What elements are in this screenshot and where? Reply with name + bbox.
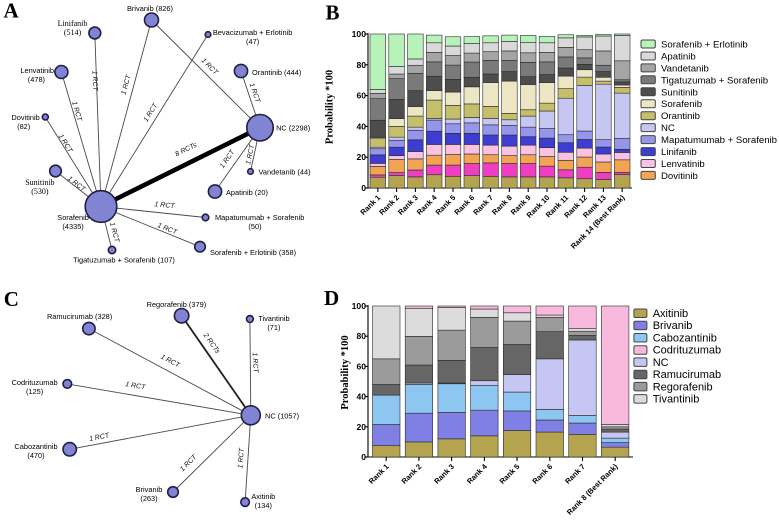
- svg-text:(71): (71): [267, 323, 280, 332]
- svg-text:Probability *100: Probability *100: [340, 335, 351, 409]
- svg-text:(125): (125): [26, 387, 43, 396]
- svg-text:Brivanib (826): Brivanib (826): [127, 4, 173, 13]
- svg-text:20: 20: [356, 422, 366, 432]
- svg-text:1 RCT: 1 RCT: [125, 381, 147, 392]
- svg-text:Linifanib: Linifanib: [661, 147, 697, 158]
- svg-text:Vandetanib (44): Vandetanib (44): [259, 168, 311, 177]
- svg-text:Tigatuzumab + Sorafenib (107): Tigatuzumab + Sorafenib (107): [73, 256, 175, 265]
- svg-text:(134): (134): [255, 501, 272, 510]
- svg-text:(514): (514): [64, 28, 82, 37]
- svg-text:(50): (50): [248, 222, 261, 231]
- svg-text:(478): (478): [28, 75, 45, 84]
- svg-text:Lenvatinib: Lenvatinib: [20, 66, 54, 75]
- svg-text:1 RCT: 1 RCT: [251, 352, 259, 373]
- svg-text:Brivanib: Brivanib: [653, 320, 693, 332]
- svg-text:(530): (530): [31, 187, 49, 196]
- svg-text:80: 80: [356, 331, 366, 341]
- svg-text:0: 0: [361, 452, 366, 462]
- svg-text:Apatinib: Apatinib: [661, 52, 696, 63]
- svg-text:D: D: [324, 286, 339, 310]
- svg-text:100: 100: [352, 301, 367, 311]
- svg-text:Sorafenib + Erlotinib: Sorafenib + Erlotinib: [661, 40, 748, 51]
- svg-text:Codrituzumab: Codrituzumab: [653, 345, 721, 357]
- svg-text:Sorafenib: Sorafenib: [57, 213, 89, 222]
- svg-text:Sunitinib: Sunitinib: [25, 178, 54, 187]
- svg-text:Probability *100: Probability *100: [325, 70, 336, 144]
- svg-text:Brivanib: Brivanib: [136, 485, 163, 494]
- svg-text:Lenvatinib: Lenvatinib: [661, 159, 705, 170]
- svg-text:Tivantinib: Tivantinib: [258, 314, 289, 323]
- svg-text:Mapatumumab + Sorafenib: Mapatumumab + Sorafenib: [661, 135, 777, 146]
- svg-text:1 RCT: 1 RCT: [237, 447, 245, 468]
- svg-text:Tigatuzumab + Sorafenib: Tigatuzumab + Sorafenib: [661, 75, 768, 86]
- svg-text:(4335): (4335): [62, 222, 83, 231]
- svg-text:(263): (263): [140, 494, 157, 503]
- svg-text:(470): (470): [27, 451, 44, 460]
- svg-text:Sunitinib: Sunitinib: [661, 87, 698, 98]
- svg-text:1 RCT: 1 RCT: [245, 143, 256, 165]
- svg-text:Vandetanib: Vandetanib: [661, 63, 709, 74]
- svg-text:Orantinib (444): Orantinib (444): [252, 68, 301, 77]
- svg-text:Dovitinib: Dovitinib: [661, 171, 698, 182]
- svg-text:40: 40: [356, 392, 366, 402]
- svg-text:Regorafenib: Regorafenib: [653, 381, 713, 393]
- svg-text:NC: NC: [661, 123, 675, 134]
- svg-text:Tivantinib: Tivantinib: [653, 394, 700, 406]
- svg-text:Apatinib (20): Apatinib (20): [226, 188, 268, 197]
- svg-text:1 RCT: 1 RCT: [154, 201, 176, 210]
- svg-text:20: 20: [356, 152, 366, 162]
- svg-text:0: 0: [361, 183, 366, 193]
- svg-text:Axitinib: Axitinib: [251, 492, 275, 501]
- svg-text:Ramucirumab (328): Ramucirumab (328): [47, 312, 112, 321]
- svg-text:(47): (47): [246, 37, 259, 46]
- svg-text:60: 60: [356, 361, 366, 371]
- svg-text:C: C: [4, 287, 19, 311]
- svg-text:Orantinib: Orantinib: [661, 111, 700, 122]
- svg-text:40: 40: [356, 121, 366, 131]
- svg-text:Regorafenib (379): Regorafenib (379): [147, 300, 207, 309]
- svg-text:Linifanib: Linifanib: [58, 19, 88, 28]
- svg-text:NC (1057): NC (1057): [265, 412, 299, 421]
- svg-text:Cabozantinib: Cabozantinib: [653, 333, 717, 345]
- svg-text:Ramucirumab: Ramucirumab: [653, 369, 721, 381]
- svg-text:100: 100: [352, 29, 367, 39]
- svg-text:Sorafenib: Sorafenib: [661, 99, 702, 110]
- svg-text:(82): (82): [17, 122, 30, 131]
- svg-text:60: 60: [356, 91, 366, 101]
- svg-text:NC (2298): NC (2298): [276, 124, 310, 133]
- svg-text:A: A: [4, 0, 20, 23]
- svg-text:Axitinib: Axitinib: [653, 308, 688, 320]
- svg-text:B: B: [326, 1, 340, 25]
- svg-text:NC: NC: [653, 357, 669, 369]
- svg-text:80: 80: [356, 60, 366, 70]
- svg-text:Mapatumumab + Sorafenib: Mapatumumab + Sorafenib: [215, 213, 304, 222]
- svg-text:Cabozantinib: Cabozantinib: [14, 442, 57, 451]
- svg-text:Dovitinib: Dovitinib: [11, 113, 39, 122]
- svg-text:Sorafenib + Erlotinib (358): Sorafenib + Erlotinib (358): [210, 248, 296, 257]
- svg-text:1 RCT: 1 RCT: [91, 71, 99, 92]
- svg-text:Codrituzumab: Codrituzumab: [12, 378, 58, 387]
- svg-text:Bevacizumab + Erlotinib: Bevacizumab + Erlotinib: [213, 28, 293, 37]
- svg-text:1 RCT: 1 RCT: [89, 432, 111, 443]
